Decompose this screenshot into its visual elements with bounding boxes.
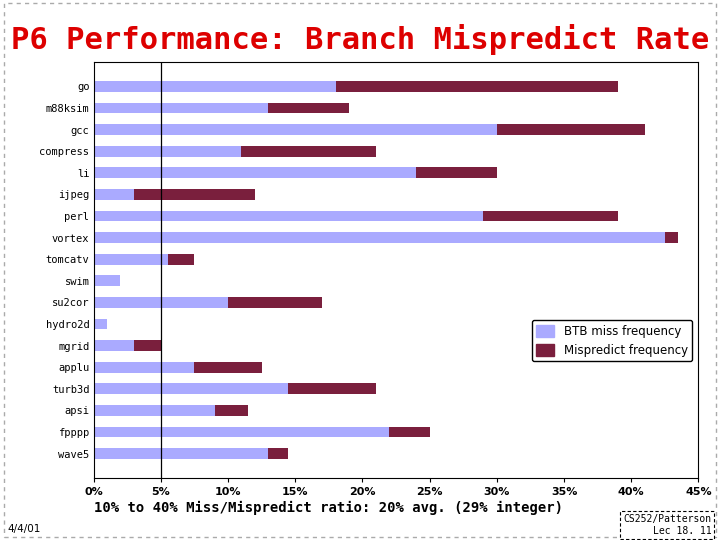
Bar: [289, 383, 376, 394]
Text: CS252/Patterson
Lec 18. 11: CS252/Patterson Lec 18. 11: [624, 514, 711, 536]
Bar: [269, 448, 289, 459]
Bar: [94, 103, 269, 113]
Bar: [134, 340, 161, 351]
Bar: [134, 189, 255, 200]
Bar: [194, 362, 261, 373]
Text: P6 Performance: Branch Mispredict Rate: P6 Performance: Branch Mispredict Rate: [11, 24, 709, 55]
Bar: [94, 405, 215, 416]
Bar: [665, 232, 678, 243]
Bar: [94, 232, 665, 243]
Bar: [483, 211, 618, 221]
Bar: [215, 405, 248, 416]
Bar: [94, 146, 241, 157]
Bar: [94, 383, 289, 394]
Bar: [168, 254, 194, 265]
Bar: [94, 297, 228, 308]
Bar: [94, 211, 483, 221]
Bar: [94, 167, 416, 178]
Text: 10% to 40% Miss/Mispredict ratio: 20% avg. (29% integer): 10% to 40% Miss/Mispredict ratio: 20% av…: [94, 501, 562, 515]
Bar: [336, 81, 618, 92]
Bar: [94, 81, 336, 92]
Bar: [94, 319, 107, 329]
Bar: [94, 427, 390, 437]
Bar: [241, 146, 376, 157]
Text: 4/4/01: 4/4/01: [7, 523, 40, 534]
Bar: [94, 124, 497, 135]
Bar: [94, 362, 194, 373]
Bar: [497, 124, 644, 135]
Bar: [228, 297, 322, 308]
Bar: [94, 275, 120, 286]
Bar: [94, 340, 134, 351]
Bar: [94, 189, 134, 200]
Legend: BTB miss frequency, Mispredict frequency: BTB miss frequency, Mispredict frequency: [532, 320, 693, 361]
Bar: [416, 167, 497, 178]
Bar: [94, 254, 168, 265]
Bar: [94, 448, 269, 459]
Bar: [390, 427, 430, 437]
Bar: [269, 103, 349, 113]
